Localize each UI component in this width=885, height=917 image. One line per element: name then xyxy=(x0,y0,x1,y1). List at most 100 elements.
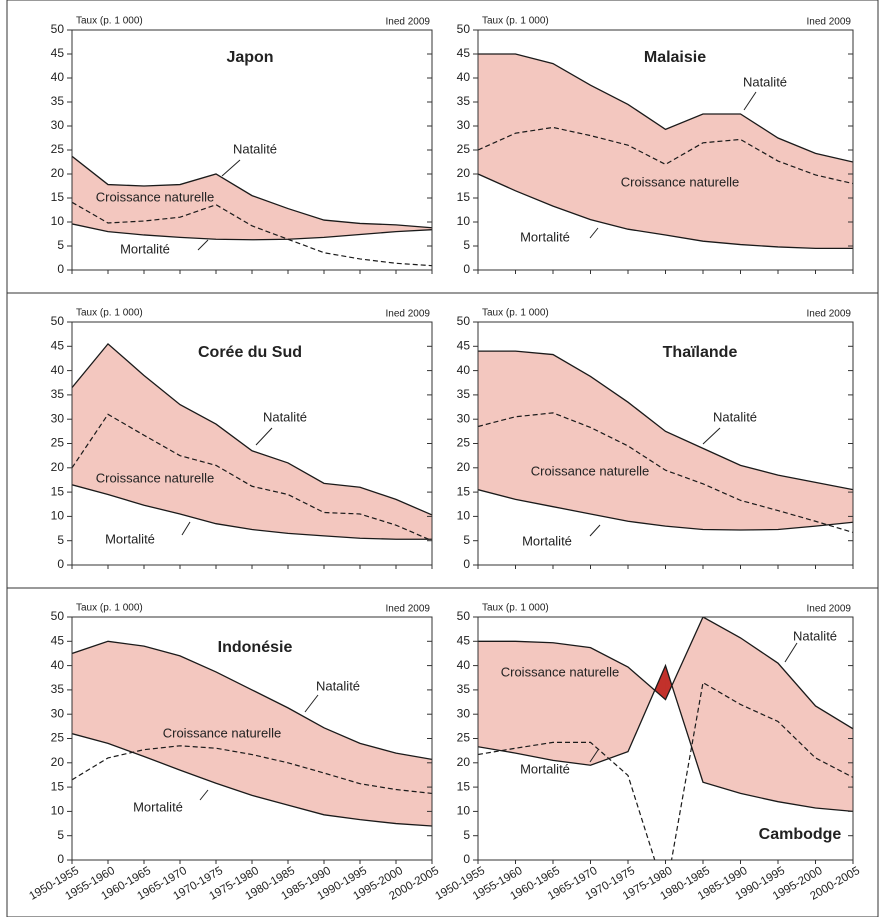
y-tick-label: 35 xyxy=(457,94,471,108)
area-fill xyxy=(215,423,253,530)
y-tick-label: 5 xyxy=(57,828,64,842)
frame xyxy=(6,0,879,917)
series-label: Croissance naturelle xyxy=(96,189,215,204)
leader xyxy=(743,91,757,111)
y-tick-label: 0 xyxy=(463,557,470,571)
area-fill xyxy=(287,208,325,240)
y-tick-label: 20 xyxy=(51,166,65,180)
series-label: Mortalité xyxy=(522,533,572,548)
y-tick-label: 35 xyxy=(51,682,65,696)
series-line xyxy=(478,350,853,491)
series-label: Mortalité xyxy=(133,799,183,814)
panel-title: Corée du Sud xyxy=(198,344,302,361)
y-tick-label: 35 xyxy=(457,387,471,401)
area-fill xyxy=(627,103,666,236)
series-label: Natalité xyxy=(263,409,307,424)
area-fill xyxy=(215,173,253,241)
y-tick-label: 5 xyxy=(463,828,470,842)
series-line xyxy=(72,413,432,542)
area-fill xyxy=(143,374,181,515)
y-tick-label: 15 xyxy=(51,779,65,793)
plot-area xyxy=(72,342,432,542)
series-line xyxy=(478,412,853,534)
y-tick-label: 10 xyxy=(51,509,65,523)
series-label: Natalité xyxy=(233,141,277,156)
y-tick-label: 10 xyxy=(457,214,471,228)
series-label: Natalité xyxy=(316,678,360,693)
source: Ined 2009 xyxy=(807,309,852,320)
area-fill xyxy=(552,63,591,220)
panel-title: Malaisie xyxy=(644,49,706,66)
y-axis-label: Taux (p. 1 000) xyxy=(482,16,549,27)
y-axis-label: Taux (p. 1 000) xyxy=(76,16,143,27)
series-line xyxy=(478,53,853,163)
series-line xyxy=(72,484,432,540)
leader xyxy=(181,521,191,536)
plot-area xyxy=(478,53,853,250)
leader xyxy=(255,427,273,446)
y-tick-label: 50 xyxy=(51,609,65,623)
y-tick-label: 50 xyxy=(51,314,65,328)
y-tick-label: 45 xyxy=(457,338,471,352)
y-tick-label: 45 xyxy=(51,46,65,60)
area-fill xyxy=(359,743,397,824)
area-fill xyxy=(179,655,217,784)
y-tick-label: 25 xyxy=(51,142,65,156)
series-line xyxy=(478,681,853,860)
area-fill xyxy=(359,486,397,540)
area-fill xyxy=(395,752,432,827)
panel: 0 5 10 15 20 25 30 35 40 45 50 Taux (p. 1 000) Ined … xyxy=(457,16,854,276)
source: Ined 2009 xyxy=(807,17,852,28)
y-tick-label: 25 xyxy=(51,731,65,745)
leader xyxy=(589,524,601,537)
y-tick-label: 45 xyxy=(457,633,471,647)
area-fill xyxy=(627,666,656,752)
series-label: Croissance naturelle xyxy=(501,664,620,679)
series-label: Mortalité xyxy=(520,229,570,244)
y-tick-label: 15 xyxy=(51,484,65,498)
y-tick-label: 20 xyxy=(457,755,471,769)
y-axis-label: Taux (p. 1 000) xyxy=(482,308,549,319)
y-tick-label: 0 xyxy=(463,262,470,276)
area-fill xyxy=(251,689,289,806)
y-tick-label: 40 xyxy=(457,658,471,672)
plot-area xyxy=(478,350,853,534)
y-tick-label: 40 xyxy=(51,658,65,672)
series-line xyxy=(478,173,853,250)
y-tick-label: 20 xyxy=(457,460,471,474)
area-fill xyxy=(552,642,591,766)
y-tick-label: 0 xyxy=(57,557,64,571)
area-fill xyxy=(777,474,816,530)
area-fill xyxy=(143,645,181,771)
series-label: Natalité xyxy=(743,74,787,89)
y-tick-label: 10 xyxy=(457,804,471,818)
y-axis-label: Taux (p. 1 000) xyxy=(76,603,143,614)
area-fill xyxy=(478,350,516,500)
panel: 0 5 10 15 20 25 30 35 40 45 50 Taux (p. 1 000) Ined … xyxy=(51,16,433,276)
panel-title: Indonésie xyxy=(218,639,293,656)
y-tick-label: 10 xyxy=(51,214,65,228)
area-fill xyxy=(552,354,591,515)
y-tick-label: 30 xyxy=(457,411,471,425)
source: Ined 2009 xyxy=(807,604,852,615)
panel-title: Cambodge xyxy=(759,826,842,843)
panel: 051015202530354045501950-19551955-196019… xyxy=(27,603,441,903)
source: Ined 2009 xyxy=(386,604,431,615)
y-tick-label: 50 xyxy=(51,22,65,36)
area-fill xyxy=(478,641,516,754)
series-line xyxy=(478,617,853,730)
series-label: Croissance naturelle xyxy=(96,470,215,485)
area-fill xyxy=(590,84,629,230)
series-line xyxy=(478,489,853,531)
leader xyxy=(784,642,798,663)
y-tick-label: 45 xyxy=(51,633,65,647)
series-label: Natalité xyxy=(793,628,837,643)
y-tick-label: 5 xyxy=(57,533,64,547)
y-tick-label: 25 xyxy=(457,142,471,156)
series-line xyxy=(72,155,432,229)
y-tick-label: 20 xyxy=(51,460,65,474)
leader xyxy=(197,239,209,251)
plot-area xyxy=(72,640,432,827)
series-label: Mortalité xyxy=(520,761,570,776)
y-tick-label: 10 xyxy=(51,804,65,818)
